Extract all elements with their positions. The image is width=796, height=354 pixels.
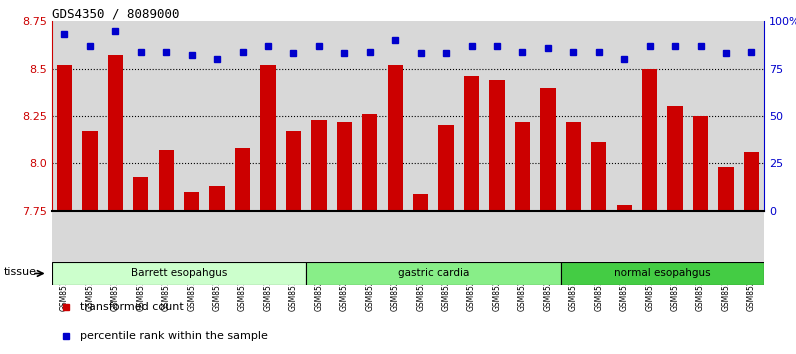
Text: transformed count: transformed count — [80, 302, 184, 312]
Bar — [560, 262, 764, 285]
Bar — [668, 107, 683, 211]
Bar — [260, 65, 275, 211]
Bar — [209, 186, 224, 211]
Bar — [464, 76, 479, 211]
Bar — [743, 152, 759, 211]
Bar — [490, 80, 505, 211]
Bar — [57, 65, 72, 211]
Bar — [82, 131, 98, 211]
Bar — [133, 177, 148, 211]
Bar — [286, 131, 301, 211]
Text: normal esopahgus: normal esopahgus — [614, 268, 711, 279]
Bar — [718, 167, 734, 211]
Bar — [306, 262, 560, 285]
Bar — [184, 192, 199, 211]
Text: Barrett esopahgus: Barrett esopahgus — [131, 268, 227, 279]
Bar — [617, 205, 632, 211]
Text: percentile rank within the sample: percentile rank within the sample — [80, 331, 268, 341]
Text: GDS4350 / 8089000: GDS4350 / 8089000 — [52, 7, 179, 20]
Text: gastric cardia: gastric cardia — [398, 268, 469, 279]
Bar — [591, 142, 607, 211]
Bar — [642, 69, 657, 211]
Bar — [337, 122, 352, 211]
Bar — [540, 87, 556, 211]
Bar — [515, 122, 530, 211]
Bar — [693, 116, 708, 211]
Bar — [52, 262, 306, 285]
Bar — [107, 55, 123, 211]
Bar — [439, 125, 454, 211]
Bar — [311, 120, 326, 211]
Text: tissue: tissue — [4, 267, 37, 277]
Bar — [413, 194, 428, 211]
Bar — [158, 150, 174, 211]
Bar — [235, 148, 250, 211]
Bar — [362, 114, 377, 211]
Bar — [566, 122, 581, 211]
Bar — [388, 65, 403, 211]
